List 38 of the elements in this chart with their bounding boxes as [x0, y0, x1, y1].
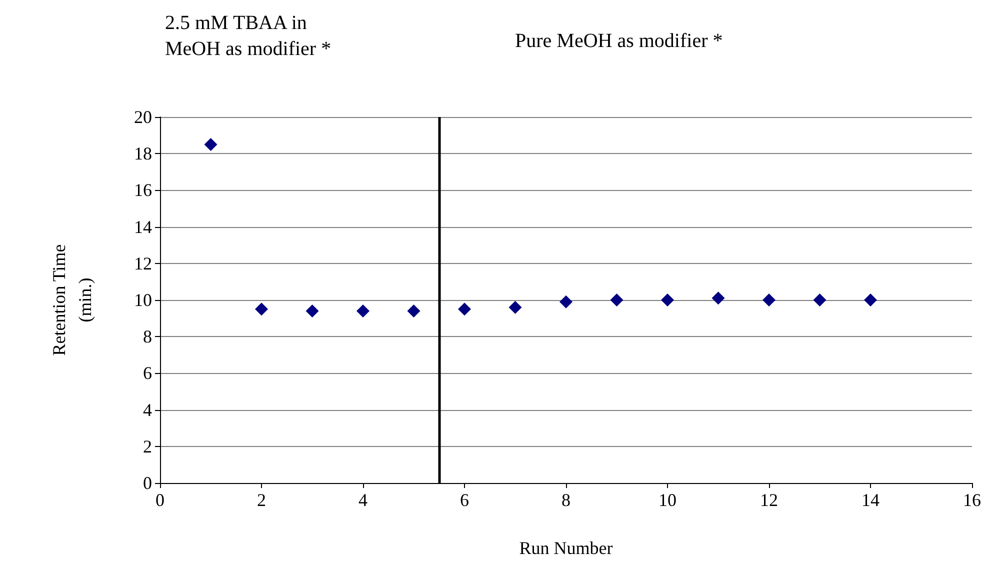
- y-tick-label: 18: [134, 144, 152, 164]
- point: [560, 295, 572, 308]
- y-tick-label: 14: [134, 216, 152, 237]
- point: [356, 304, 370, 318]
- x-tick-label: 2: [257, 490, 266, 510]
- y-tick-label: 4: [143, 400, 152, 420]
- y-tick-label: 12: [134, 253, 152, 274]
- text: 2.5 mM TBAA in MeOH as modifier *: [165, 12, 332, 60]
- x-tick-label: 14: [862, 490, 880, 510]
- point: [661, 294, 674, 306]
- y-tick-label: 10: [134, 290, 152, 310]
- text: Pure MeOH as modifier *: [515, 30, 723, 52]
- point: [864, 294, 877, 306]
- y-tick-label: 16: [134, 180, 152, 200]
- x-tick-label: 4: [358, 490, 368, 510]
- point: [306, 304, 319, 318]
- point: [458, 302, 471, 316]
- y-tick-label: 8: [143, 326, 152, 347]
- y-tick-label: 6: [143, 363, 152, 384]
- x-axis-title: Run Number: [519, 538, 613, 558]
- y-tick-label: 20: [134, 107, 152, 127]
- x-tick-label: 12: [760, 490, 778, 510]
- point: [255, 302, 268, 316]
- point: [204, 138, 218, 151]
- x-tick-label: 8: [562, 490, 570, 510]
- point: [813, 294, 826, 306]
- point: [508, 300, 522, 314]
- y-axis-title: Retention Time (min.): [49, 244, 95, 356]
- y-tick-label: 2: [143, 436, 152, 456]
- point: [407, 304, 420, 318]
- x-tick-label: 16: [963, 490, 981, 510]
- point: [712, 292, 725, 305]
- x-tick-label: 10: [658, 490, 676, 510]
- x-tick-label: 0: [156, 490, 164, 510]
- x-tick-label: 6: [460, 490, 469, 510]
- y-tick-label: 0: [143, 473, 152, 493]
- point: [762, 294, 776, 306]
- point: [610, 294, 624, 306]
